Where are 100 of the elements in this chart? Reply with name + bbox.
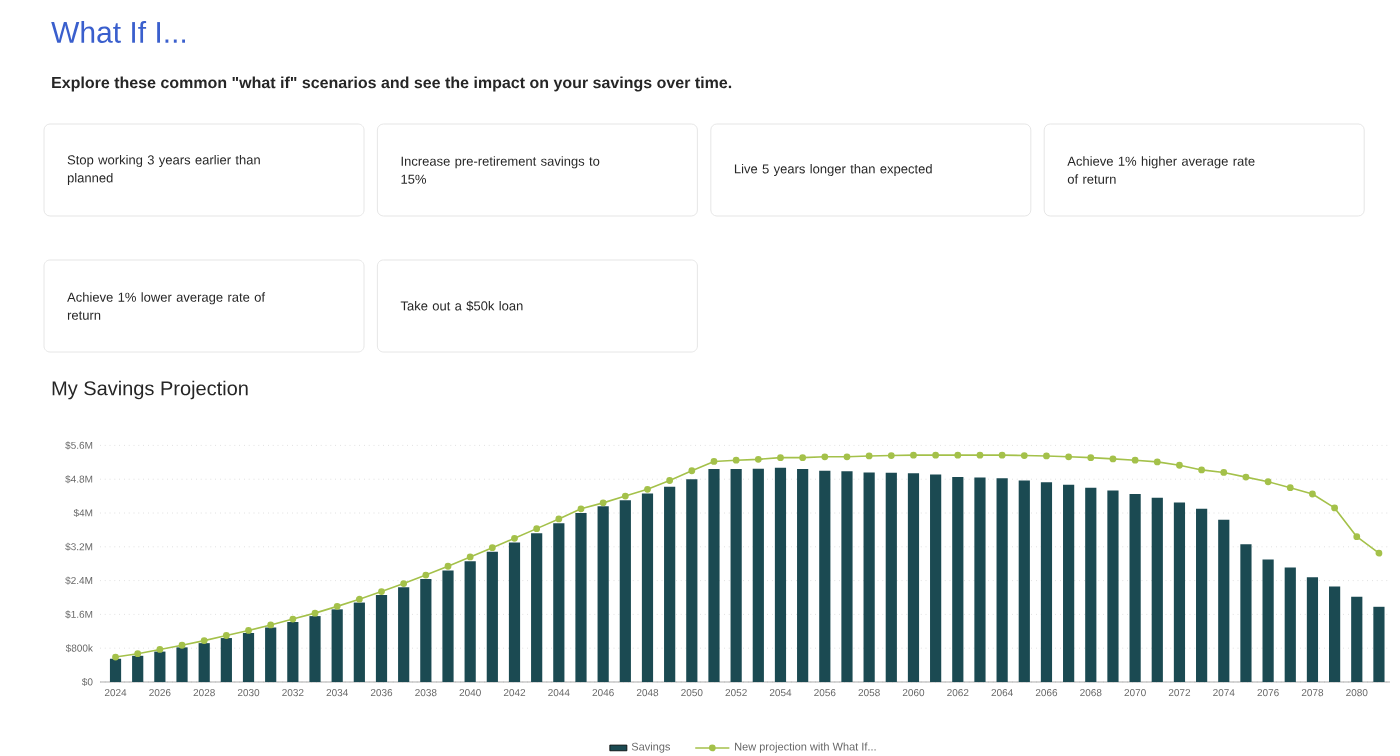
point	[1309, 490, 1316, 498]
point	[688, 467, 696, 475]
bar	[974, 477, 986, 682]
bar	[109, 658, 122, 682]
point	[644, 485, 651, 493]
bar	[464, 561, 476, 682]
point	[1109, 455, 1117, 463]
point	[1176, 461, 1183, 469]
bar	[420, 578, 432, 682]
bar	[154, 651, 166, 682]
point	[222, 632, 230, 639]
point	[422, 571, 430, 579]
point	[821, 453, 829, 461]
point	[599, 499, 607, 507]
point	[887, 452, 895, 459]
point	[1131, 456, 1139, 464]
bar	[531, 533, 543, 682]
bar	[1063, 484, 1075, 682]
point	[466, 553, 474, 561]
bar	[930, 474, 942, 682]
bar	[619, 500, 631, 682]
point	[444, 562, 452, 570]
point	[555, 515, 563, 523]
point	[710, 458, 718, 465]
bar	[1040, 482, 1053, 682]
bar	[1173, 502, 1186, 682]
point	[134, 650, 142, 658]
point	[333, 602, 341, 610]
point	[1264, 478, 1272, 486]
point	[1353, 533, 1361, 541]
bar	[575, 513, 587, 682]
bar	[1107, 490, 1119, 682]
bar	[508, 542, 521, 682]
bar	[1351, 596, 1363, 682]
bar	[641, 493, 654, 682]
point	[533, 525, 541, 533]
text: What If I...	[51, 20, 186, 43]
bar	[1306, 577, 1319, 682]
bar	[375, 594, 388, 682]
bar	[885, 472, 897, 682]
bar	[309, 616, 321, 682]
bar	[686, 479, 698, 682]
bar	[198, 643, 210, 682]
point	[267, 621, 275, 629]
point	[1087, 454, 1095, 462]
bar	[1284, 567, 1296, 682]
bar	[132, 655, 144, 682]
point	[1020, 452, 1028, 459]
bar	[1085, 487, 1097, 682]
point	[732, 456, 740, 464]
bar	[442, 570, 454, 682]
bar	[1262, 559, 1274, 682]
point	[245, 627, 252, 634]
point	[1286, 484, 1294, 492]
bar	[952, 477, 964, 682]
bar	[1329, 586, 1341, 682]
point	[998, 451, 1006, 459]
bar	[597, 506, 609, 682]
bar	[1373, 606, 1385, 682]
point	[400, 580, 408, 587]
bar	[907, 473, 920, 682]
bar	[797, 469, 809, 682]
point	[178, 641, 186, 649]
point	[621, 492, 629, 500]
bar	[841, 471, 853, 682]
point	[1242, 473, 1250, 481]
bar	[331, 609, 343, 682]
point	[112, 653, 119, 661]
bar	[1240, 544, 1252, 682]
bar	[819, 470, 831, 682]
bar	[398, 587, 410, 682]
point	[1043, 452, 1050, 460]
point	[289, 615, 297, 623]
point	[954, 451, 962, 459]
chart-title: My Savings Projection	[52, 380, 248, 400]
point	[1220, 469, 1228, 476]
bar	[1218, 519, 1230, 682]
bar	[863, 472, 875, 682]
point	[378, 588, 385, 595]
point	[1153, 458, 1161, 466]
bar	[1129, 493, 1141, 682]
point	[754, 455, 762, 463]
point	[865, 452, 873, 460]
point	[355, 595, 363, 603]
point	[1065, 453, 1073, 461]
point	[311, 609, 319, 617]
bar	[220, 638, 232, 682]
point	[666, 477, 674, 484]
point	[577, 505, 585, 513]
text: Explore these common "what if" scenarios and see the impact on your savings over time.	[52, 76, 732, 92]
bar	[730, 469, 742, 682]
point	[156, 646, 164, 653]
bar	[486, 551, 498, 682]
bar	[752, 468, 764, 682]
point	[976, 451, 984, 459]
point	[932, 451, 940, 459]
point	[799, 454, 807, 462]
bar	[774, 467, 787, 682]
bar	[1151, 497, 1163, 682]
point	[1198, 466, 1206, 474]
